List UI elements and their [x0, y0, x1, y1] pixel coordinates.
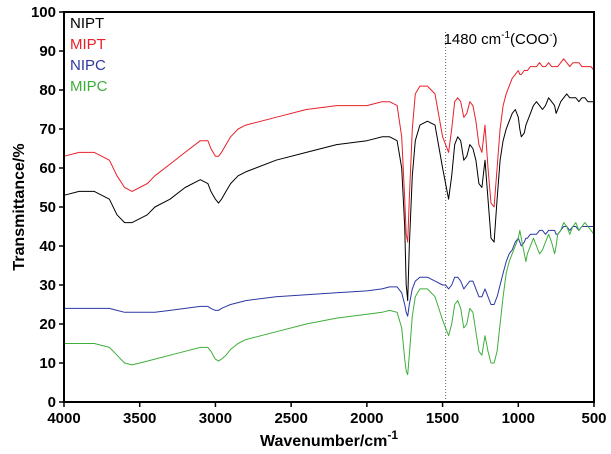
x-tick-label: 1500	[426, 410, 459, 427]
legend-entry-mipt: MIPT	[70, 36, 106, 53]
x-tick-label: 1000	[502, 410, 535, 427]
series-line-mipc	[64, 222, 595, 376]
legend-entry-mipc: MIPC	[70, 78, 108, 95]
x-tick-label: 2000	[350, 410, 383, 427]
y-tick-label: 70	[39, 121, 56, 138]
y-axis-ticks: 0 10 20 30 40 50 60 70 80 90 100	[31, 4, 64, 411]
y-tick-label: 10	[39, 355, 56, 372]
y-axis-title: Transmittance/%	[11, 143, 28, 270]
series-line-mipt	[63, 58, 595, 243]
x-tick-label: 2500	[274, 410, 307, 427]
y-tick-label: 90	[39, 43, 56, 60]
x-tick-label: 500	[581, 410, 606, 427]
y-tick-label: 100	[31, 4, 56, 21]
x-tick-label: 4000	[47, 410, 80, 427]
x-axis-ticks: 4000 3500 3000 2500 2000 1500 1000 500	[47, 402, 607, 427]
y-tick-label: 30	[39, 277, 56, 294]
y-tick-label: 40	[39, 238, 56, 255]
y-tick-label: 80	[39, 82, 56, 99]
y-tick-label: 60	[39, 160, 56, 177]
legend-entry-nipt: NIPT	[70, 15, 104, 32]
y-tick-label: 50	[39, 199, 56, 216]
series-layer	[63, 58, 595, 376]
x-tick-label: 3000	[199, 410, 232, 427]
y-tick-label: 20	[39, 316, 56, 333]
legend: NIPT MIPT NIPC MIPC	[70, 15, 108, 95]
series-line-nipc	[64, 226, 594, 317]
series-line-nipt	[63, 93, 594, 302]
x-axis-title: Wavenumber/cm-1	[260, 428, 398, 450]
legend-entry-nipc: NIPC	[70, 57, 106, 74]
y-tick-label: 0	[48, 394, 56, 411]
annotation-layer: 1480 cm-1(COO-)	[444, 30, 558, 402]
annotation-label: 1480 cm-1(COO-)	[444, 30, 558, 48]
plot-frame	[63, 11, 595, 403]
x-tick-label: 3500	[123, 410, 156, 427]
